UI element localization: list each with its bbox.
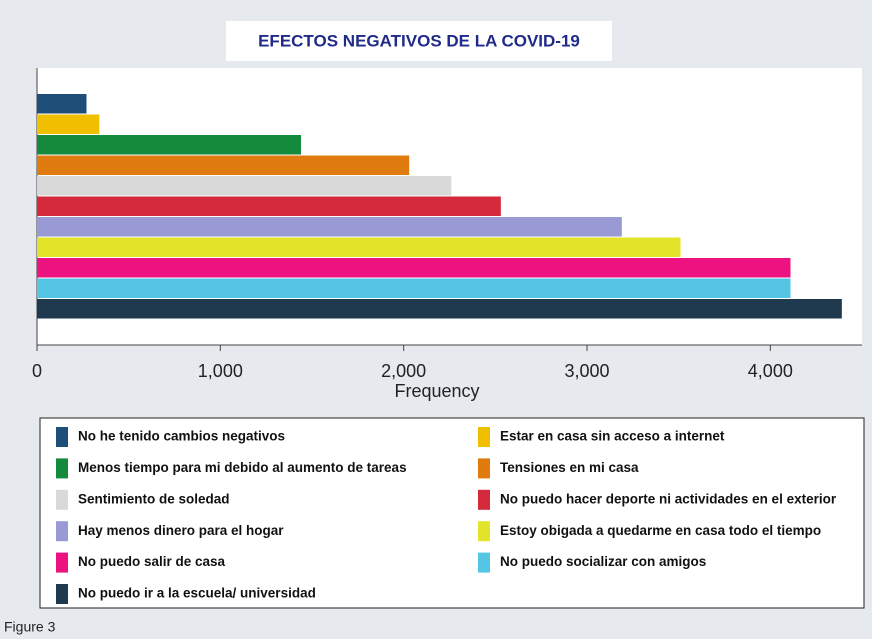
legend-label: No puedo ir a la escuela/ universidad (78, 586, 316, 601)
chart-title: EFECTOS NEGATIVOS DE LA COVID-19 (258, 31, 580, 50)
legend-label: Tensiones en mi casa (500, 460, 639, 475)
x-tick-label: 4,000 (748, 361, 793, 381)
legend-label: No puedo socializar con amigos (500, 554, 706, 569)
legend-swatch (478, 489, 490, 510)
legend-label: No puedo hacer deporte ni actividades en… (500, 491, 837, 506)
caption: Figure 3 (4, 619, 56, 635)
legend-label: No he tenido cambios negativos (78, 429, 285, 444)
x-tick-label: 2,000 (381, 361, 426, 381)
bar (37, 299, 842, 319)
x-tick-label: 0 (32, 361, 42, 381)
bar (37, 114, 100, 134)
legend-label: No puedo salir de casa (78, 554, 226, 569)
bar (37, 176, 452, 196)
legend (39, 417, 865, 609)
legend-label: Sentimiento de soledad (78, 491, 230, 506)
title-box (226, 21, 612, 61)
bar (37, 258, 791, 278)
bar (37, 217, 622, 237)
legend-swatch (56, 427, 68, 447)
legend-label: Estar en casa sin acceso a internet (500, 429, 725, 444)
x-tick-label: 1,000 (198, 361, 243, 381)
legend-swatch (56, 552, 68, 573)
legend-swatch (56, 584, 68, 604)
legend-swatch (56, 458, 68, 479)
legend-swatch (478, 458, 490, 479)
x-axis-label: Frequency (394, 381, 479, 401)
legend-swatch (478, 427, 490, 447)
bar (37, 94, 87, 114)
bar (37, 196, 501, 216)
bar (37, 135, 301, 155)
legend-label: Menos tiempo para mi debido al aumento d… (78, 460, 407, 475)
x-tick-label: 3,000 (564, 361, 609, 381)
legend-swatch (478, 521, 490, 542)
bar (37, 237, 681, 257)
legend-swatch (56, 521, 68, 542)
legend-label: Estoy obigada a quedarme en casa todo el… (500, 523, 821, 538)
legend-label: Hay menos dinero para el hogar (78, 523, 284, 538)
legend-swatch (56, 489, 68, 510)
bar (37, 278, 791, 298)
bar (37, 155, 410, 175)
legend-swatch (478, 552, 490, 573)
